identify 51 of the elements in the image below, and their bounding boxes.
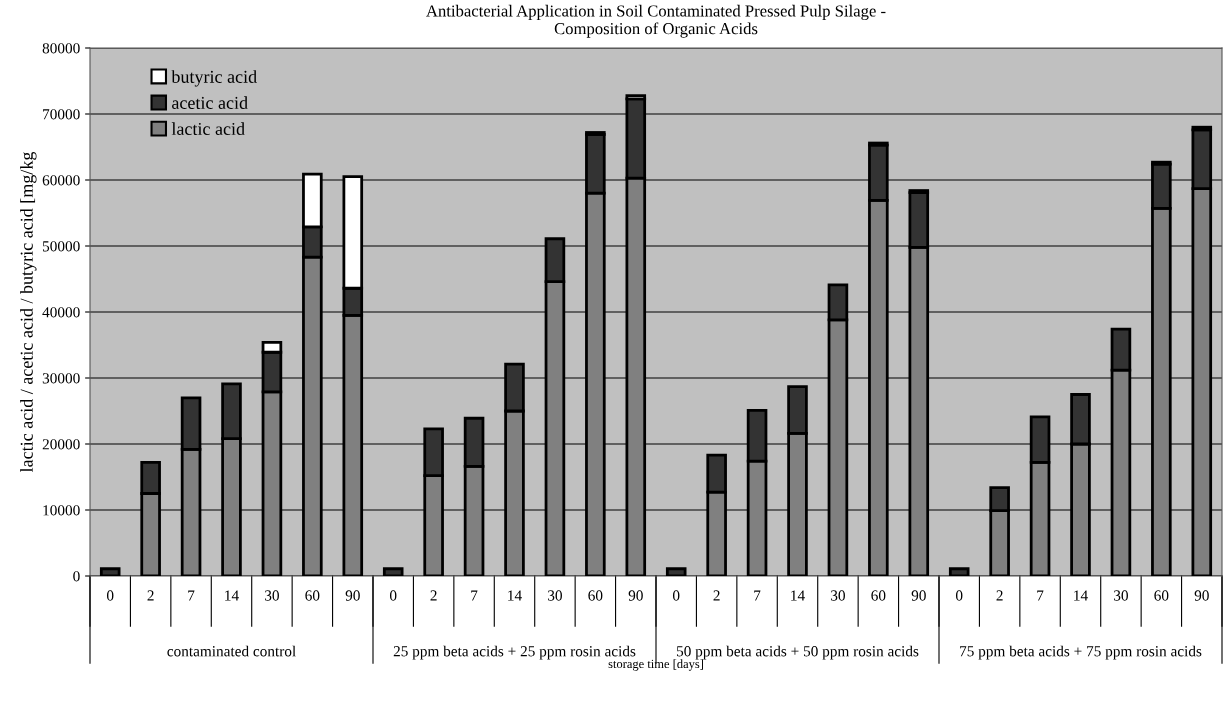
y-tick-label: 10000 bbox=[43, 505, 80, 516]
x-tick-label: 7 bbox=[1037, 590, 1044, 601]
x-tick-label: 14 bbox=[225, 590, 239, 601]
text: contaminated control bbox=[167, 645, 296, 657]
bar bbox=[99, 567, 121, 576]
y-tick-label: 40000 bbox=[42, 307, 80, 318]
x-tick-label: 60 bbox=[305, 590, 320, 601]
x-tick-label: 14 bbox=[791, 590, 805, 601]
x-tick-label: 0 bbox=[389, 590, 397, 601]
x-tick-label: 0 bbox=[672, 590, 680, 601]
x-tick-label: 2 bbox=[430, 590, 437, 601]
bar bbox=[948, 567, 970, 576]
legend-label: butyric acid bbox=[171, 70, 257, 87]
x-tick-label: 14 bbox=[1074, 590, 1088, 601]
x-tick-label: 60 bbox=[1154, 590, 1169, 601]
x-tick-label: 90 bbox=[345, 590, 360, 601]
bar bbox=[665, 567, 687, 576]
x-tick-label: 14 bbox=[508, 590, 522, 601]
text: 25 ppm beta acids + 25 ppm rosin acids bbox=[393, 645, 636, 660]
y-tick-label: 30000 bbox=[42, 373, 80, 384]
y-tick-label: 80000 bbox=[42, 43, 80, 54]
text: 50 ppm beta acids + 50 ppm rosin acids bbox=[676, 645, 919, 660]
legend-label: lactic acid bbox=[171, 122, 245, 136]
x-tick-label: 30 bbox=[265, 590, 279, 601]
legend-label: acetic acid bbox=[172, 96, 248, 109]
x-tick-label: 30 bbox=[831, 590, 845, 601]
x-tick-label: 2 bbox=[713, 590, 720, 601]
x-tick-label: 2 bbox=[147, 590, 154, 601]
x-tick-label: 60 bbox=[871, 590, 886, 601]
y-tick-label: 20000 bbox=[42, 439, 80, 450]
x-tick-label: 7 bbox=[471, 590, 478, 601]
x-tick-label: 90 bbox=[911, 590, 926, 601]
x-axis-title: storage time [days] bbox=[608, 659, 703, 671]
y-tick-label: 0 bbox=[73, 571, 80, 582]
y-tick-label: 50000 bbox=[42, 241, 80, 252]
x-tick-label: 90 bbox=[1194, 590, 1209, 601]
x-tick-label: 0 bbox=[955, 590, 963, 601]
bar bbox=[382, 567, 404, 576]
y-tick-label: 60000 bbox=[42, 175, 80, 186]
chart-title: Antibacterial Application in Soil Contaminated Pressed Pulp Silage - Composition of Organic Acids bbox=[426, 4, 886, 38]
text: 75 ppm beta acids + 75 ppm rosin acids bbox=[960, 645, 1202, 660]
x-tick-label: 30 bbox=[548, 590, 562, 601]
x-tick-label: 2 bbox=[996, 590, 1003, 601]
x-tick-label: 90 bbox=[628, 590, 643, 601]
x-tick-label: 7 bbox=[188, 590, 195, 601]
y-axis-title: lactic acid / acetic acid / butyric acid [mg/kg bbox=[20, 151, 37, 473]
y-tick-label: 70000 bbox=[43, 109, 80, 120]
x-tick-label: 7 bbox=[754, 590, 761, 601]
x-tick-label: 30 bbox=[1114, 590, 1128, 601]
x-tick-label: 60 bbox=[588, 590, 603, 601]
x-tick-label: 0 bbox=[106, 590, 114, 601]
